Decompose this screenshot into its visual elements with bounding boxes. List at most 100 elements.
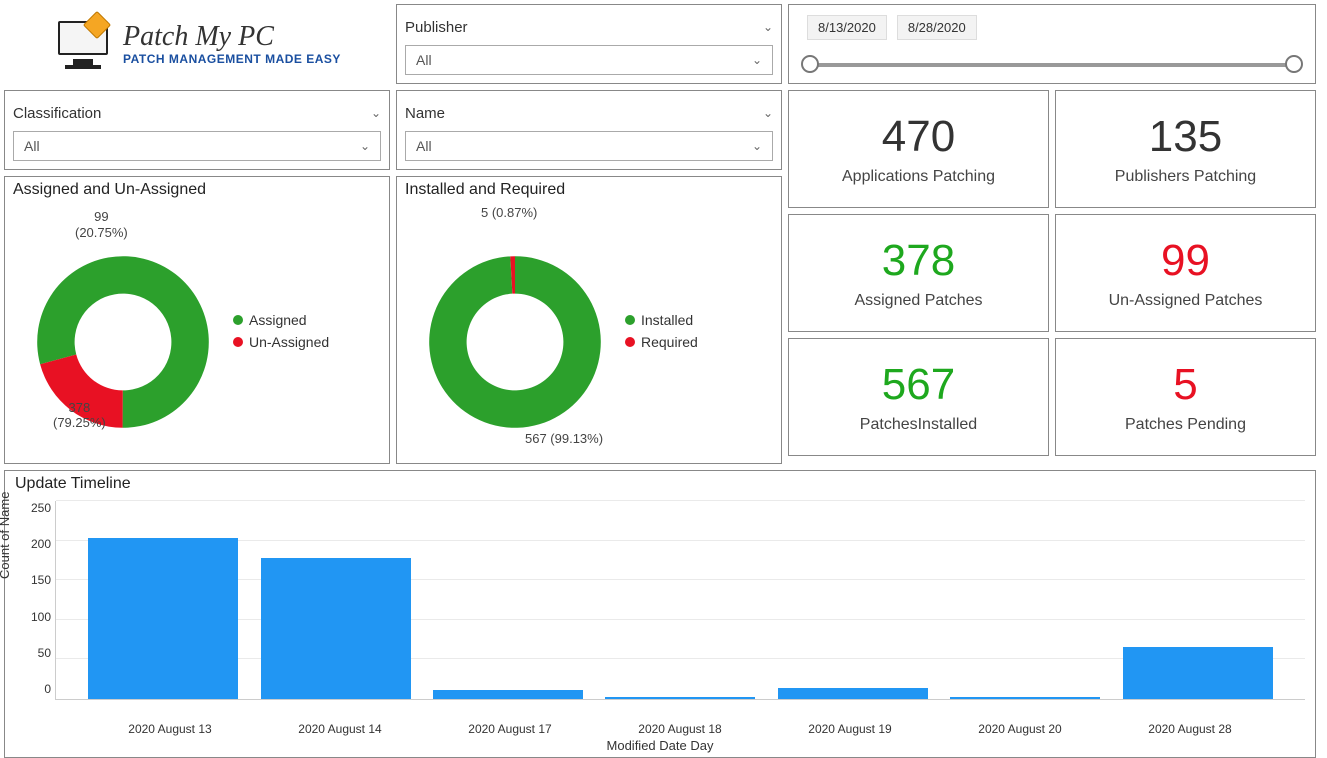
y-tick: 150	[31, 573, 51, 587]
chevron-down-icon[interactable]: ⌄	[371, 106, 381, 120]
callout-installed: 567 (99.13%)	[525, 431, 603, 447]
x-axis-label: Modified Date Day	[15, 738, 1305, 753]
logo-icon	[53, 19, 113, 69]
x-tick: 2020 August 13	[85, 720, 255, 738]
kpi-assigned-patches[interactable]: 378 Assigned Patches	[788, 214, 1049, 332]
filter-name-label: Name	[405, 105, 445, 122]
bar-column[interactable]	[776, 501, 930, 699]
slider-handle-end[interactable]	[1285, 55, 1303, 73]
filter-publisher-label: Publisher	[405, 19, 468, 36]
donut-assigned-legend: Assigned Un-Assigned	[233, 312, 329, 350]
chevron-down-icon: ⌄	[360, 139, 370, 153]
kpi-label: Patches Pending	[1125, 416, 1246, 434]
legend-item[interactable]: Un-Assigned	[233, 334, 329, 350]
filter-publisher-value: All	[416, 52, 432, 68]
x-axis: 2020 August 132020 August 14 2020 August …	[15, 720, 1305, 738]
y-tick: 100	[31, 610, 51, 624]
donut-installed-legend: Installed Required	[625, 312, 698, 350]
kpi-patches-installed[interactable]: 567 PatchesInstalled	[788, 338, 1049, 456]
kpi-publishers-patching[interactable]: 135 Publishers Patching	[1055, 90, 1316, 208]
kpi-label: Applications Patching	[842, 168, 995, 186]
logo-region: Patch My PC PATCH MANAGEMENT MADE EASY	[4, 4, 390, 84]
kpi-patches-pending[interactable]: 5 Patches Pending	[1055, 338, 1316, 456]
filter-classification: Classification ⌄ All ⌄	[4, 90, 390, 170]
filter-name-dropdown[interactable]: All ⌄	[405, 131, 773, 161]
legend-swatch	[233, 315, 243, 325]
x-tick: 2020 August 28	[1105, 720, 1275, 738]
kpi-value: 378	[882, 236, 955, 286]
callout-unassigned: 99(20.75%)	[75, 209, 128, 240]
bar[interactable]	[778, 688, 928, 699]
kpi-label: Assigned Patches	[854, 292, 982, 310]
donut-assigned-chart[interactable]	[13, 221, 233, 441]
panel-title: Assigned and Un-Assigned	[13, 181, 381, 199]
x-tick: 2020 August 14	[255, 720, 425, 738]
kpi-value: 5	[1173, 360, 1197, 410]
chevron-down-icon: ⌄	[752, 53, 762, 67]
y-tick: 0	[44, 682, 51, 696]
legend-item[interactable]: Installed	[625, 312, 698, 328]
callout-assigned: 378(79.25%)	[53, 400, 106, 431]
bar-column[interactable]	[948, 501, 1102, 699]
bar-column[interactable]	[603, 501, 757, 699]
kpi-value: 567	[882, 360, 955, 410]
y-tick: 50	[38, 646, 51, 660]
date-start[interactable]: 8/13/2020	[807, 15, 887, 40]
legend-label: Required	[641, 334, 698, 350]
kpi-value: 470	[882, 112, 955, 162]
callout-required: 5 (0.87%)	[481, 205, 537, 221]
kpi-unassigned-patches[interactable]: 99 Un-Assigned Patches	[1055, 214, 1316, 332]
kpi-applications-patching[interactable]: 470 Applications Patching	[788, 90, 1049, 208]
x-tick: 2020 August 20	[935, 720, 1105, 738]
date-slider[interactable]	[809, 63, 1295, 67]
bar-column[interactable]	[1121, 501, 1275, 699]
bar-column[interactable]	[431, 501, 585, 699]
panel-title: Installed and Required	[405, 181, 773, 199]
donut-installed-chart[interactable]	[405, 221, 625, 441]
legend-label: Installed	[641, 312, 693, 328]
x-tick: 2020 August 19	[765, 720, 935, 738]
filter-name-value: All	[416, 138, 432, 154]
chevron-down-icon[interactable]: ⌄	[763, 20, 773, 34]
kpi-label: Un-Assigned Patches	[1109, 292, 1263, 310]
donut-assigned-panel: Assigned and Un-Assigned Assigned Un-Assi…	[4, 176, 390, 464]
donut-installed-panel: Installed and Required Installed Required…	[396, 176, 782, 464]
bar[interactable]	[605, 697, 755, 699]
bar[interactable]	[1123, 647, 1273, 699]
kpi-label: PatchesInstalled	[860, 416, 977, 434]
bar[interactable]	[88, 538, 238, 699]
legend-item[interactable]: Assigned	[233, 312, 329, 328]
filter-name: Name ⌄ All ⌄	[396, 90, 782, 170]
bar[interactable]	[433, 690, 583, 699]
slider-handle-start[interactable]	[801, 55, 819, 73]
update-timeline-panel: Update Timeline Count of Name 2502001501…	[4, 470, 1316, 758]
filter-classification-value: All	[24, 138, 40, 154]
bar-column[interactable]	[86, 501, 240, 699]
date-range-panel: 8/13/2020 8/28/2020	[788, 4, 1316, 84]
filter-classification-dropdown[interactable]: All ⌄	[13, 131, 381, 161]
kpi-grid: 470 Applications Patching 135 Publishers…	[788, 90, 1316, 464]
logo-subtitle: PATCH MANAGEMENT MADE EASY	[123, 53, 341, 66]
bar-chart[interactable]	[55, 501, 1305, 700]
filter-classification-label: Classification	[13, 105, 101, 122]
legend-label: Un-Assigned	[249, 334, 329, 350]
bar[interactable]	[261, 558, 411, 699]
legend-label: Assigned	[249, 312, 307, 328]
bar[interactable]	[950, 697, 1100, 699]
filter-publisher: Publisher ⌄ All ⌄	[396, 4, 782, 84]
chevron-down-icon[interactable]: ⌄	[763, 106, 773, 120]
logo-title: Patch My PC	[123, 22, 341, 53]
legend-swatch	[625, 315, 635, 325]
bar-column[interactable]	[258, 501, 412, 699]
kpi-value: 99	[1161, 236, 1210, 286]
panel-title: Update Timeline	[15, 475, 1305, 493]
legend-item[interactable]: Required	[625, 334, 698, 350]
kpi-value: 135	[1149, 112, 1222, 162]
y-axis-label: Count of Name	[0, 491, 12, 578]
filter-publisher-dropdown[interactable]: All ⌄	[405, 45, 773, 75]
y-axis: Count of Name 250200150100500	[15, 497, 55, 720]
date-end[interactable]: 8/28/2020	[897, 15, 977, 40]
chevron-down-icon: ⌄	[752, 139, 762, 153]
kpi-label: Publishers Patching	[1115, 168, 1256, 186]
y-tick: 250	[31, 501, 51, 515]
